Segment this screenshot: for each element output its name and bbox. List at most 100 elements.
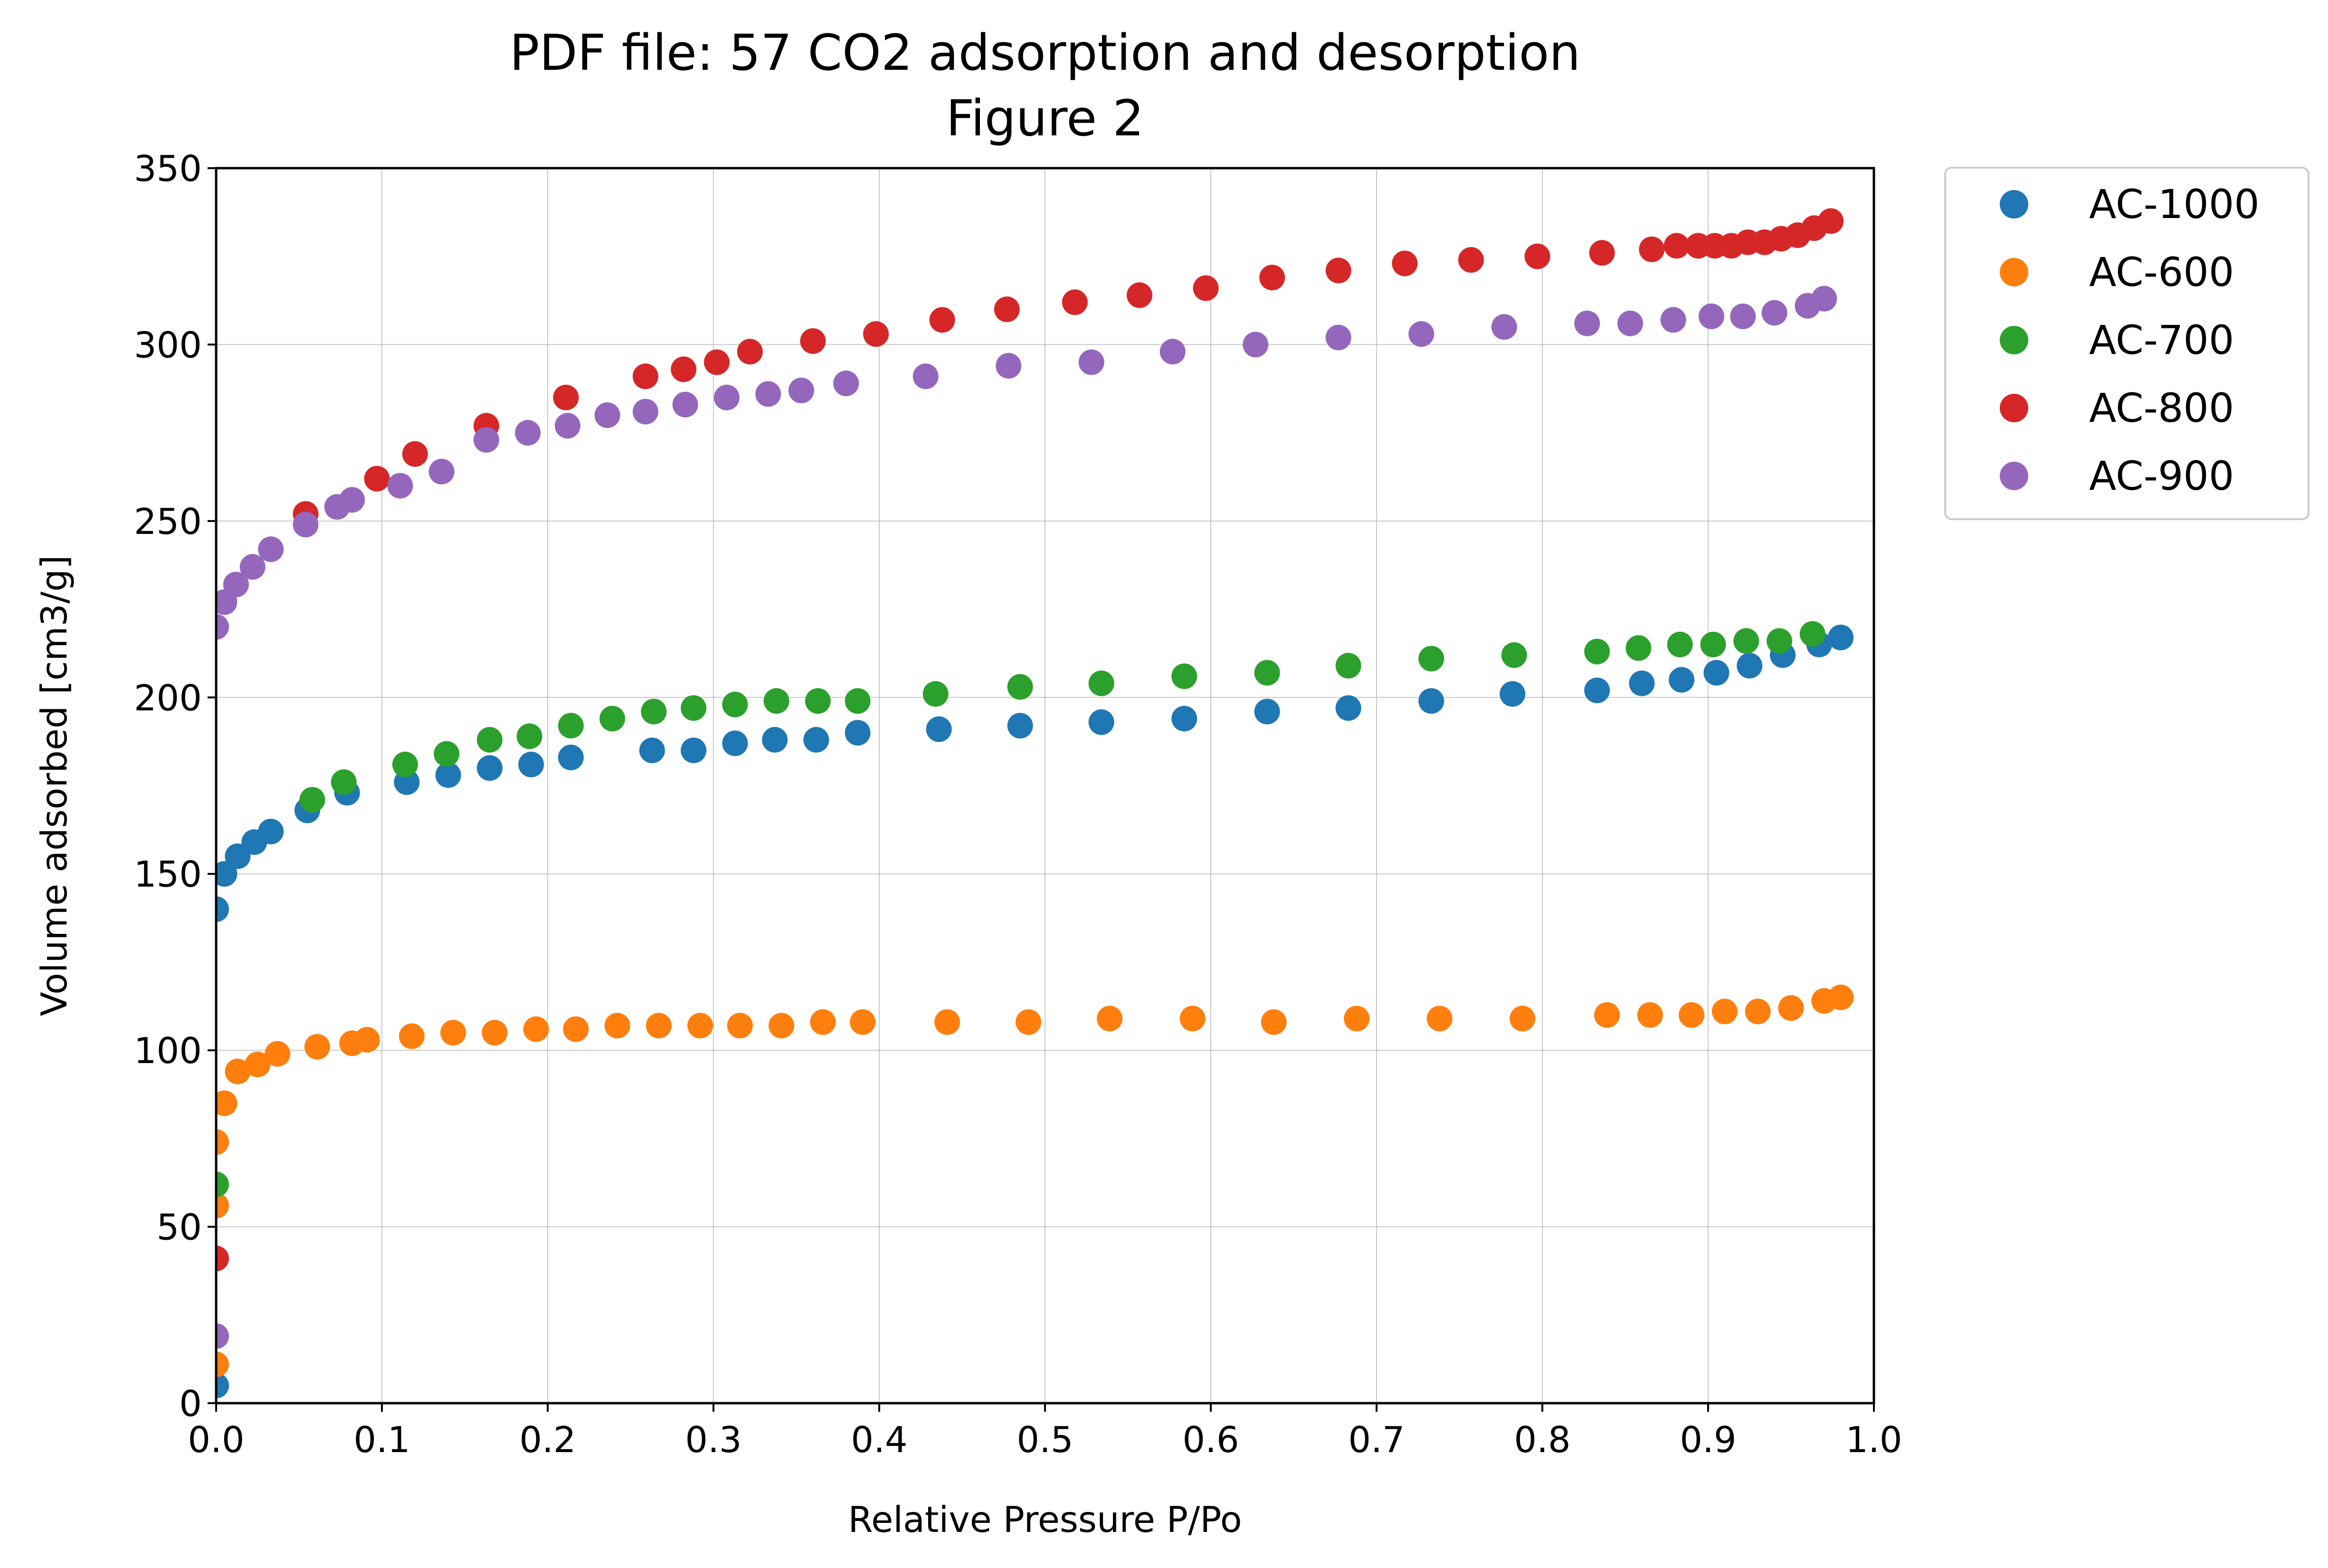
data-point bbox=[632, 399, 658, 425]
data-point bbox=[926, 716, 952, 742]
data-point bbox=[1062, 289, 1088, 315]
data-point bbox=[1669, 667, 1695, 693]
data-point bbox=[737, 339, 763, 365]
data-point bbox=[1639, 236, 1665, 262]
data-point bbox=[604, 1013, 630, 1039]
legend-box bbox=[1944, 167, 2309, 520]
data-point bbox=[996, 353, 1022, 379]
y-tick-label: 200 bbox=[134, 677, 202, 719]
data-point bbox=[833, 371, 859, 397]
x-tick-label: 0.7 bbox=[1348, 1419, 1405, 1461]
data-point bbox=[216, 1193, 229, 1218]
data-point bbox=[1408, 321, 1435, 347]
data-point bbox=[1078, 349, 1104, 375]
data-point bbox=[331, 769, 357, 795]
data-point bbox=[1007, 713, 1033, 739]
data-point bbox=[435, 762, 461, 788]
data-point bbox=[1418, 688, 1444, 714]
data-point bbox=[523, 1016, 549, 1042]
y-tick-label: 150 bbox=[134, 854, 202, 895]
data-point bbox=[755, 381, 781, 407]
data-point bbox=[554, 413, 580, 439]
data-point bbox=[563, 1016, 589, 1042]
data-point bbox=[1171, 663, 1197, 689]
x-tick-label: 0.5 bbox=[1017, 1419, 1073, 1461]
y-tick-label: 300 bbox=[134, 324, 202, 366]
x-tick-label: 0.0 bbox=[188, 1419, 244, 1461]
y-axis-label: Volume adsorbed [cm3/g] bbox=[33, 555, 75, 1017]
legend-marker bbox=[2000, 394, 2028, 422]
data-point bbox=[1510, 1006, 1536, 1032]
data-point bbox=[1761, 300, 1787, 326]
data-point bbox=[225, 1058, 251, 1084]
series-ac-900 bbox=[216, 285, 1837, 1349]
data-point bbox=[1335, 695, 1361, 721]
data-point bbox=[1700, 631, 1726, 657]
data-point bbox=[594, 402, 620, 428]
x-tick-label: 0.9 bbox=[1680, 1419, 1736, 1461]
chart-subtitle: Figure 2 bbox=[946, 89, 1144, 147]
y-tick-label: 100 bbox=[134, 1030, 202, 1072]
data-point bbox=[800, 328, 826, 354]
series-ac-700 bbox=[216, 621, 1825, 1197]
data-point bbox=[1584, 677, 1610, 703]
axis-ticks: 0.0 0.1 0.2 0.3 0.4 0.5 0.6 0.7 0.8 0.9 1.0 0 50 100 1… bbox=[134, 148, 1902, 1461]
data-point bbox=[762, 727, 788, 753]
data-point bbox=[293, 512, 319, 538]
data-point bbox=[434, 741, 460, 767]
data-point bbox=[1745, 998, 1771, 1025]
data-point bbox=[387, 473, 413, 499]
y-tick-label: 50 bbox=[157, 1207, 202, 1248]
data-point bbox=[1097, 1006, 1123, 1032]
legend-label: AC-700 bbox=[2089, 317, 2234, 363]
data-point bbox=[671, 356, 697, 382]
data-point bbox=[845, 720, 871, 746]
data-point bbox=[1325, 324, 1351, 351]
data-point bbox=[1828, 984, 1854, 1010]
data-point bbox=[863, 321, 889, 347]
data-point bbox=[1594, 1002, 1620, 1028]
data-point bbox=[392, 751, 418, 778]
data-point bbox=[1179, 1006, 1206, 1032]
data-point bbox=[1344, 1006, 1370, 1032]
data-point bbox=[428, 458, 455, 485]
data-point bbox=[245, 1051, 271, 1077]
data-point bbox=[727, 1013, 753, 1039]
data-point bbox=[515, 420, 541, 446]
data-point bbox=[1126, 282, 1152, 308]
data-point bbox=[912, 363, 939, 390]
data-point bbox=[713, 384, 740, 410]
data-point bbox=[1088, 709, 1114, 735]
data-point bbox=[1818, 208, 1844, 234]
data-point bbox=[1193, 275, 1219, 301]
data-point bbox=[399, 1023, 425, 1049]
data-point bbox=[687, 1013, 713, 1039]
x-tick-label: 0.4 bbox=[851, 1419, 907, 1461]
data-point bbox=[1088, 670, 1114, 696]
data-point bbox=[1737, 653, 1763, 679]
data-point bbox=[1259, 265, 1285, 291]
data-point bbox=[1828, 625, 1854, 650]
data-point bbox=[1679, 1002, 1705, 1028]
data-point bbox=[681, 695, 707, 721]
data-point bbox=[934, 1009, 960, 1035]
series-ac-1000 bbox=[216, 625, 1854, 1398]
chart-title: PDF file: 57 CO2 adsorption and desorpti… bbox=[510, 24, 1580, 82]
x-tick-label: 0.1 bbox=[353, 1419, 410, 1461]
y-tick-label: 250 bbox=[134, 501, 202, 542]
data-point bbox=[1663, 233, 1690, 259]
data-point bbox=[216, 896, 229, 922]
x-tick-label: 0.2 bbox=[519, 1419, 576, 1461]
legend-marker bbox=[2000, 190, 2028, 219]
data-point bbox=[402, 441, 428, 467]
data-point bbox=[1584, 638, 1610, 665]
data-point bbox=[216, 1323, 229, 1349]
data-point bbox=[1254, 660, 1280, 686]
data-point bbox=[1703, 660, 1729, 686]
data-point bbox=[553, 384, 579, 410]
data-point bbox=[299, 787, 325, 813]
data-point bbox=[216, 1129, 229, 1155]
data-point bbox=[1458, 247, 1484, 273]
data-point bbox=[1254, 699, 1280, 724]
data-point bbox=[216, 1372, 229, 1398]
